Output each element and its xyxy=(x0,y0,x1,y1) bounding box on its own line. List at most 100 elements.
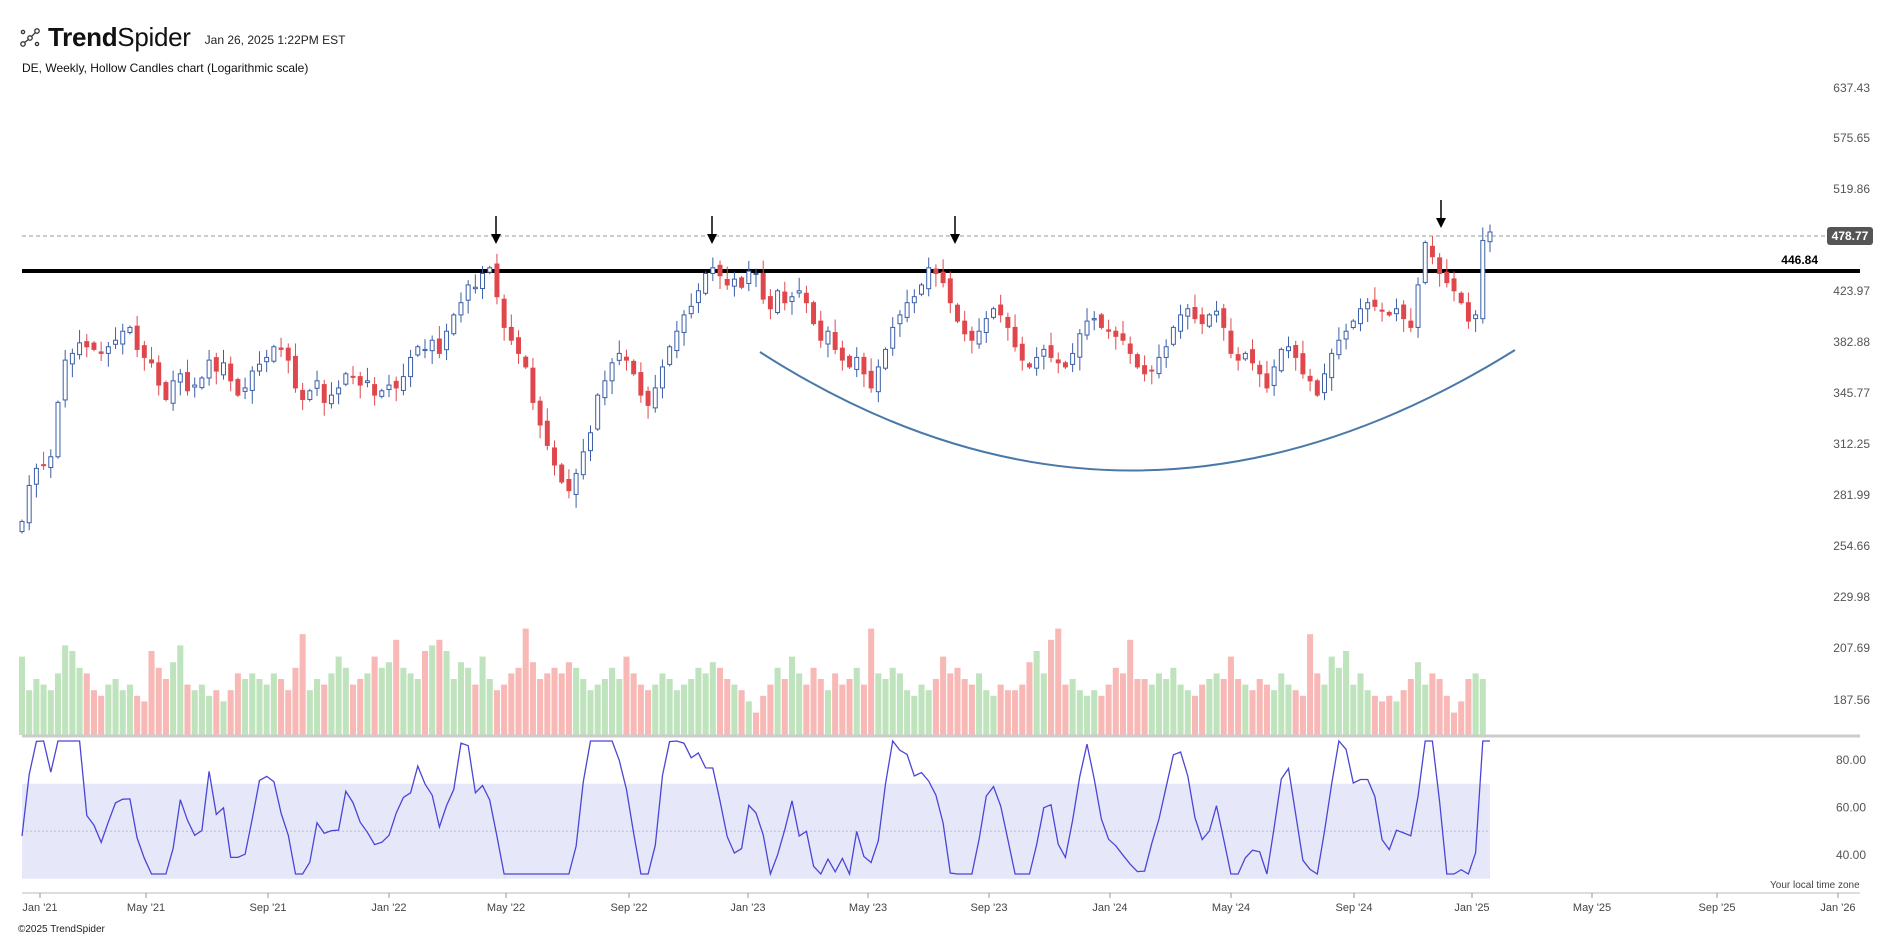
candle-up xyxy=(408,356,414,378)
volume-bar xyxy=(1004,690,1011,735)
volume-bar xyxy=(1098,695,1105,735)
volume-bar xyxy=(788,656,796,735)
candle-up xyxy=(19,520,25,533)
volume-bar xyxy=(1292,690,1299,735)
volume-bar xyxy=(1235,679,1242,735)
volume-bar xyxy=(1479,679,1486,735)
volume-bar xyxy=(1450,712,1458,735)
x-tick-label: Jan '22 xyxy=(371,902,406,914)
y-tick-label: 423.97 xyxy=(1833,284,1870,298)
y-tick-label: 207.69 xyxy=(1833,641,1870,655)
candle-down xyxy=(638,372,644,396)
rounding-bottom-curve xyxy=(759,349,1516,472)
candle-up xyxy=(753,272,759,275)
candle-down xyxy=(645,390,651,406)
candle-up xyxy=(415,346,421,356)
volume-bar xyxy=(796,673,803,735)
down-arrow-head xyxy=(707,234,717,244)
candle-down xyxy=(847,355,853,368)
volume-bar xyxy=(493,690,500,735)
candle-down xyxy=(544,420,550,446)
candle-up xyxy=(1365,302,1371,310)
candle-down xyxy=(156,362,162,386)
volume-bar xyxy=(1184,690,1191,735)
volume-bar xyxy=(1314,673,1321,735)
rsi-tick-label: 60.00 xyxy=(1836,801,1866,815)
volume-bar xyxy=(558,673,565,735)
candle-down xyxy=(235,379,241,396)
candle-up xyxy=(400,376,406,391)
candle-up xyxy=(451,314,457,335)
down-arrow-head xyxy=(1436,218,1446,228)
candle-up xyxy=(33,467,39,485)
candle-down xyxy=(1192,307,1198,320)
volume-bar xyxy=(40,684,47,735)
candle-up xyxy=(1034,356,1040,369)
candle-down xyxy=(163,382,169,400)
x-tick-label: Sep '24 xyxy=(1336,902,1373,914)
volume-bar xyxy=(270,673,277,735)
volume-bar xyxy=(33,679,40,735)
volume-bar xyxy=(803,684,810,735)
candle-up xyxy=(904,302,910,318)
candle-down xyxy=(1408,320,1414,328)
volume-bar xyxy=(637,684,644,735)
candle-up xyxy=(976,330,982,345)
volume-bar xyxy=(968,684,975,735)
volume-bar xyxy=(1040,673,1047,735)
candle-up xyxy=(271,346,277,362)
timezone-label[interactable]: Your local time zone xyxy=(1770,880,1860,891)
rsi-tick-label: 40.00 xyxy=(1836,848,1866,862)
candle-down xyxy=(1228,330,1234,354)
candle-up xyxy=(695,290,701,304)
volume-bar xyxy=(83,673,90,735)
candle-down xyxy=(1300,353,1306,375)
volume-bar xyxy=(724,679,731,735)
volume-bar xyxy=(565,662,572,735)
volume-bar xyxy=(911,695,918,735)
volume-bar xyxy=(1012,690,1019,735)
volume-bar xyxy=(1213,673,1220,735)
down-arrow-head xyxy=(491,234,501,244)
volume-bar xyxy=(745,701,752,735)
candle-down xyxy=(1307,375,1313,382)
candle-up xyxy=(170,380,176,404)
candle-up xyxy=(796,290,802,294)
volume-bar xyxy=(1048,639,1055,735)
candle-down xyxy=(350,375,356,378)
volume-bar xyxy=(508,673,515,735)
candle-up xyxy=(1336,339,1342,356)
volume-bar xyxy=(177,645,184,735)
volume-bar xyxy=(1033,651,1040,735)
candle-up xyxy=(1091,318,1097,321)
copyright: ©2025 TrendSpider xyxy=(18,924,105,935)
volume-bar xyxy=(774,667,781,735)
volume-bar xyxy=(1328,656,1335,735)
volume-bar xyxy=(1357,673,1364,735)
volume-bar xyxy=(357,679,364,735)
candle-up xyxy=(1415,284,1421,328)
candle-up xyxy=(386,384,392,391)
candle-down xyxy=(1250,349,1256,364)
volume-bar xyxy=(961,679,968,735)
volume-bar xyxy=(817,679,824,735)
candle-up xyxy=(1350,320,1356,328)
candle-up xyxy=(206,359,212,379)
candle-up xyxy=(674,330,680,352)
candle-up xyxy=(48,456,54,469)
volume-bar xyxy=(1364,690,1371,735)
volume-bar xyxy=(1127,639,1134,735)
candle-up xyxy=(249,370,255,391)
volume-bar xyxy=(1429,673,1436,735)
volume-bar xyxy=(832,673,839,735)
candle-down xyxy=(839,347,845,361)
candle-down xyxy=(832,331,838,350)
x-tick-label: Sep '25 xyxy=(1699,902,1736,914)
candle-up xyxy=(688,305,694,315)
volume-bar xyxy=(954,667,961,735)
volume-bar xyxy=(731,684,738,735)
candle-up xyxy=(595,394,601,430)
volume-bar xyxy=(479,656,486,735)
volume-bar xyxy=(263,684,270,735)
